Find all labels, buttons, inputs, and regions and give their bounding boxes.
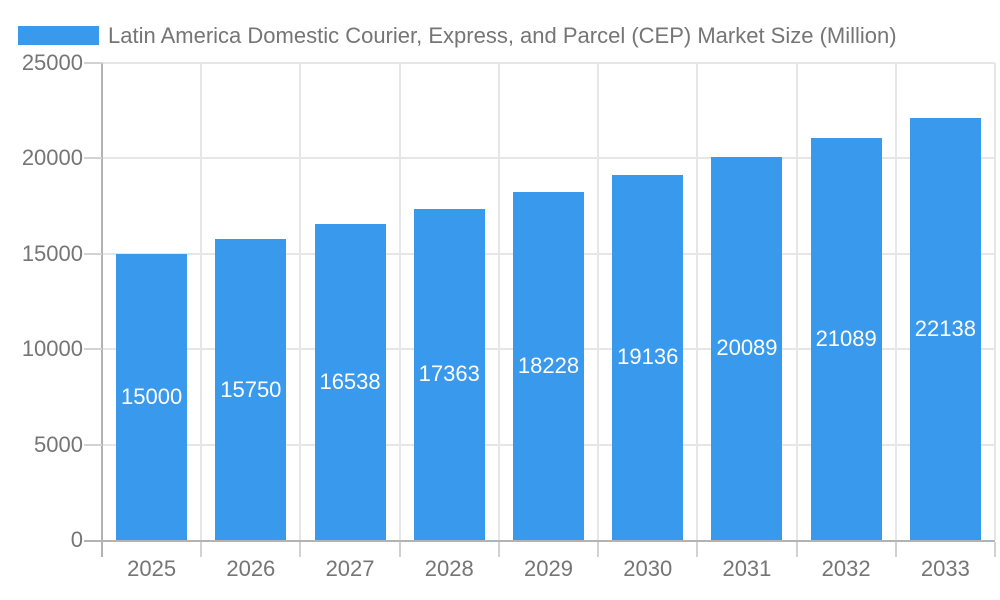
gridline-vertical (994, 63, 996, 540)
bar-2027[interactable]: 16538 (314, 224, 386, 540)
gridline-vertical (299, 63, 302, 540)
bar-2032[interactable]: 21089 (810, 137, 882, 540)
x-axis-tick (497, 542, 500, 557)
bar-value-label: 15000 (121, 383, 183, 409)
bar-value-label: 16538 (319, 369, 381, 395)
x-axis-tick (795, 542, 798, 557)
bar-value-label: 18228 (517, 353, 580, 379)
y-axis-tick (84, 62, 102, 64)
legend-swatch-icon (18, 26, 99, 45)
gridline-vertical (200, 63, 203, 540)
y-axis-tick (84, 157, 102, 160)
bar-2028[interactable]: 17363 (413, 208, 485, 540)
gridline-horizontal (102, 157, 995, 160)
gridline-vertical (398, 63, 401, 540)
gridline-vertical (597, 63, 600, 540)
bar-value-label: 19136 (617, 344, 679, 370)
y-axis-tick (84, 443, 102, 446)
gridline-vertical (795, 63, 798, 540)
x-axis-tick (696, 542, 699, 557)
bar-2026[interactable]: 15750 (215, 239, 287, 540)
y-axis-tick (84, 252, 102, 255)
bar-value-label: 17363 (418, 361, 480, 387)
x-tick-label: 2029 (524, 556, 573, 581)
gridline-horizontal (102, 62, 995, 64)
y-tick-label: 5000 (34, 431, 83, 457)
y-tick-label: 15000 (21, 240, 83, 266)
y-axis-line (101, 63, 103, 557)
bar-2031[interactable]: 20089 (711, 156, 783, 540)
bar-2029[interactable]: 18228 (513, 192, 584, 540)
x-axis-tick (994, 542, 996, 557)
bar-2033[interactable]: 22138 (909, 117, 981, 540)
y-axis-tick (84, 348, 102, 351)
y-tick-label: 20000 (21, 145, 83, 171)
y-tick-label: 10000 (21, 336, 83, 362)
x-tick-label: 2027 (325, 556, 375, 581)
x-axis-tick (299, 542, 302, 557)
chart-legend[interactable]: Latin America Domestic Courier, Express,… (18, 22, 897, 49)
x-axis-line (84, 540, 995, 542)
bar-value-label: 15750 (220, 376, 282, 402)
gridline-vertical (497, 63, 500, 540)
chart-title: Latin America Domestic Courier, Express,… (108, 22, 897, 48)
x-tick-label: 2032 (821, 556, 871, 581)
x-tick-label: 2025 (127, 556, 177, 581)
y-tick-label: 25000 (21, 50, 83, 75)
x-tick-label: 2031 (722, 556, 772, 581)
x-tick-label: 2026 (226, 556, 276, 581)
x-axis-tick (200, 542, 203, 557)
x-tick-label: 2030 (623, 556, 673, 581)
y-tick-label: 0 (70, 527, 83, 552)
x-axis-tick (597, 542, 600, 557)
bar-value-label: 22138 (914, 315, 976, 341)
x-tick-label: 2028 (424, 556, 474, 581)
gridline-vertical (696, 63, 699, 540)
x-axis-tick (894, 542, 897, 557)
bar-value-label: 21089 (815, 325, 877, 351)
bar-2030[interactable]: 19136 (612, 174, 684, 540)
x-tick-label: 2033 (920, 556, 970, 581)
bar-2025[interactable]: 15000 (116, 253, 188, 540)
bar-value-label: 20089 (716, 335, 778, 361)
x-axis-tick (398, 542, 401, 557)
gridline-vertical (894, 63, 897, 540)
